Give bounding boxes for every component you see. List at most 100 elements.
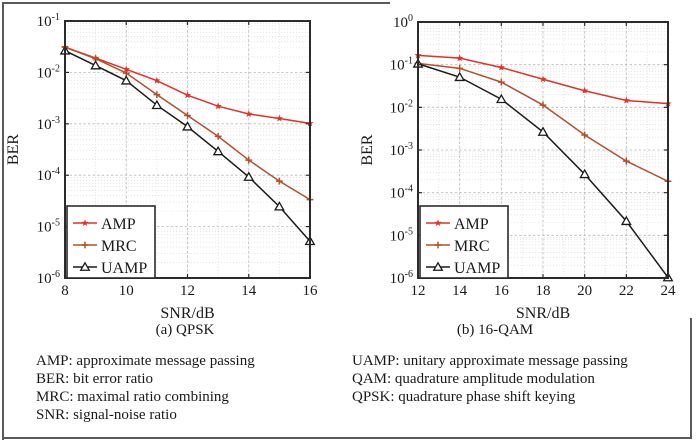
y-tick-label: 10-2	[390, 98, 413, 116]
data-point-marker	[245, 110, 253, 118]
chart-panel-qpsk: 8 10 12 14 16 10-1 10-2 10-3 10-4 10-5 10-6 SNR/dB B…	[0, 0, 350, 320]
caption-qpsk: (a) QPSK	[155, 322, 215, 338]
abbrev-item: QPSK: quadrature phase shift keying	[352, 389, 576, 405]
data-point-marker	[184, 112, 191, 119]
qpsk-ber-plot: 8 10 12 14 16 10-1 10-2 10-3 10-4 10-5 10-6 SNR/dB B…	[5, 12, 319, 320]
data-point-marker	[456, 64, 464, 72]
abbrev-item: SNR: signal-noise ratio	[36, 407, 177, 423]
legend-box	[419, 205, 509, 279]
data-point-marker	[275, 114, 283, 122]
data-point-marker	[214, 102, 222, 110]
x-tick-label: 22	[619, 283, 634, 299]
x-axis-title: SNR/dB	[160, 305, 214, 320]
data-point-marker	[497, 78, 505, 86]
chart-legend: AMP MRC UAMP	[419, 205, 509, 279]
chart-panels: 8 10 12 14 16 10-1 10-2 10-3 10-4 10-5 10-6 SNR/dB B…	[0, 0, 700, 320]
y-tick-label: 10-4	[37, 166, 60, 184]
x-tick-label: 12	[180, 283, 195, 299]
data-point-marker	[243, 171, 255, 181]
data-point-marker	[581, 86, 589, 94]
legend-label-amp: AMP	[454, 216, 489, 233]
y-tick-label: 100	[393, 13, 413, 31]
data-point-marker	[537, 126, 549, 136]
abbreviation-list-right: UAMP: unitary approximate message passin…	[352, 352, 628, 406]
series-uamp	[412, 58, 674, 282]
abbrev-item: BER: bit error ratio	[36, 371, 154, 387]
abbrev-item: QAM: quadrature amplitude modulation	[352, 371, 595, 387]
y-tick-label: 10-5	[37, 218, 60, 236]
subfigure-captions: (a) QPSK (b) 16-QAM	[0, 322, 700, 346]
data-point-marker	[581, 131, 589, 139]
legend-box	[66, 205, 156, 279]
y-tick-label: 10-2	[37, 63, 60, 81]
data-point-marker	[622, 157, 630, 165]
page-border-bottom	[2, 437, 692, 439]
y-axis-title: BER	[359, 134, 376, 165]
y-tick-label: 10-4	[390, 184, 413, 202]
y-tick-label: 10-1	[37, 12, 60, 30]
x-tick-label: 18	[536, 283, 551, 299]
y-tick-label: 10-6	[390, 269, 413, 287]
x-tick-label: 14	[241, 283, 257, 299]
data-point-marker	[151, 99, 163, 110]
data-point-marker	[275, 177, 283, 185]
data-point-marker	[579, 168, 591, 179]
y-tick-label: 10-5	[390, 226, 413, 244]
legend-marker-plus	[81, 241, 89, 249]
chart-panel-16qam: 12 14 16 18 20 22 24 100 10-1 10-2 10-3 10-4 10-5 10-…	[350, 0, 700, 320]
legend-label-amp: AMP	[101, 216, 136, 233]
page-border-top	[2, 2, 390, 4]
data-point-marker	[182, 121, 193, 131]
legend-marker-plus	[434, 241, 442, 249]
data-point-marker	[153, 76, 161, 84]
legend-marker-star	[81, 219, 89, 227]
abbrev-item: MRC: maximal ratio combining	[36, 389, 229, 405]
page-border-right	[690, 318, 692, 438]
16qam-ber-plot: 12 14 16 18 20 22 24 100 10-1 10-2 10-3 10-4 10-5 10-…	[359, 13, 677, 320]
abbrev-item: UAMP: unitary approximate message passin…	[352, 353, 628, 369]
data-point-marker	[495, 93, 507, 104]
data-point-marker	[183, 91, 192, 99]
legend-marker-star	[434, 219, 442, 227]
data-point-marker	[214, 132, 222, 140]
x-tick-label: 12	[411, 283, 426, 299]
abbreviation-list-left: AMP: approximate message passing BER: bi…	[36, 352, 255, 424]
legend-label-mrc: MRC	[454, 238, 490, 255]
x-tick-label: 16	[494, 283, 510, 299]
data-point-marker	[153, 91, 161, 98]
y-tick-label: 10-1	[390, 56, 413, 74]
y-axis-title: BER	[5, 134, 22, 165]
chart-legend: AMP MRC UAMP	[66, 205, 156, 279]
data-point-marker	[497, 63, 505, 71]
data-point-marker	[90, 60, 102, 70]
data-point-marker	[622, 96, 630, 104]
legend-label-mrc: MRC	[101, 238, 137, 255]
legend-marker-triangle	[432, 261, 444, 271]
x-tick-label: 16	[303, 283, 319, 299]
y-tick-label: 10-6	[37, 269, 60, 287]
abbrev-item: AMP: approximate message passing	[36, 353, 255, 369]
data-point-marker	[539, 75, 547, 83]
data-point-marker	[456, 54, 464, 62]
x-tick-label: 10	[119, 283, 134, 299]
y-tick-label: 10-3	[390, 141, 413, 159]
x-tick-label: 24	[661, 283, 677, 299]
caption-16qam: (b) 16-QAM	[456, 322, 534, 338]
y-tick-label: 10-3	[37, 115, 60, 133]
data-point-marker	[212, 145, 224, 156]
x-tick-label: 20	[577, 283, 592, 299]
x-tick-label: 8	[61, 283, 69, 299]
data-point-marker	[620, 215, 632, 226]
data-point-marker	[122, 65, 130, 73]
x-axis-title: SNR/dB	[516, 305, 570, 320]
x-tick-label: 14	[452, 283, 468, 299]
page-border-left	[2, 2, 4, 440]
data-point-marker	[245, 156, 253, 164]
legend-marker-triangle	[79, 261, 91, 271]
data-point-marker	[120, 75, 132, 85]
data-point-marker	[454, 71, 466, 82]
legend-label-uamp: UAMP	[454, 260, 500, 277]
data-point-marker	[273, 201, 285, 211]
data-point-marker	[539, 101, 547, 109]
